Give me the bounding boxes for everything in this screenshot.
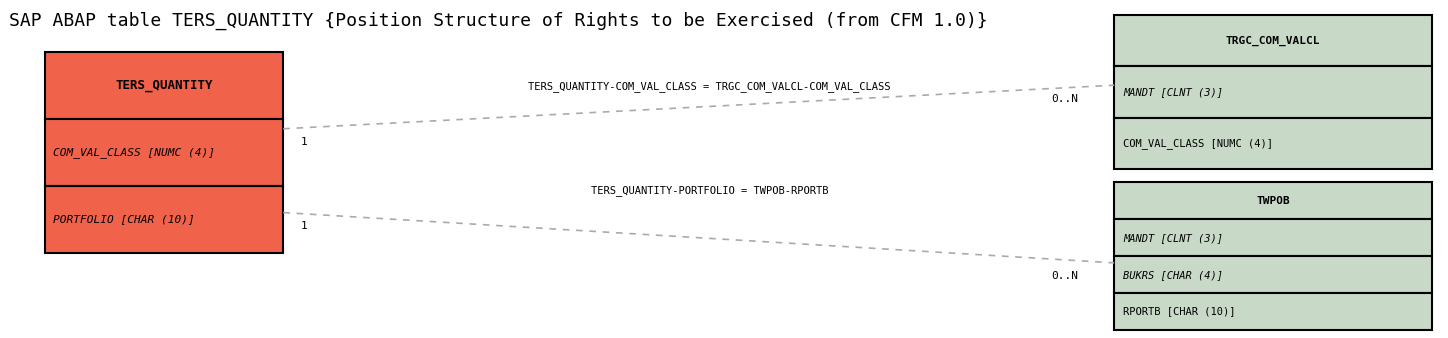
Text: 1: 1 — [301, 221, 307, 231]
Text: SAP ABAP table TERS_QUANTITY {Position Structure of Rights to be Exercised (from: SAP ABAP table TERS_QUANTITY {Position S… — [9, 11, 988, 30]
FancyBboxPatch shape — [1114, 293, 1432, 330]
Text: BUKRS [CHAR (4)]: BUKRS [CHAR (4)] — [1122, 270, 1224, 280]
Text: MANDT [CLNT (3)]: MANDT [CLNT (3)] — [1122, 87, 1224, 97]
FancyBboxPatch shape — [45, 52, 284, 119]
Text: MANDT [CLNT (3)]: MANDT [CLNT (3)] — [1122, 233, 1224, 243]
Text: TERS_QUANTITY-COM_VAL_CLASS = TRGC_COM_VALCL-COM_VAL_CLASS: TERS_QUANTITY-COM_VAL_CLASS = TRGC_COM_V… — [529, 81, 891, 92]
FancyBboxPatch shape — [1114, 183, 1432, 219]
FancyBboxPatch shape — [1114, 15, 1432, 66]
FancyBboxPatch shape — [45, 119, 284, 186]
Text: COM_VAL_CLASS [NUMC (4)]: COM_VAL_CLASS [NUMC (4)] — [1122, 138, 1273, 149]
Text: RPORTB [CHAR (10)]: RPORTB [CHAR (10)] — [1122, 307, 1235, 316]
Text: COM_VAL_CLASS [NUMC (4)]: COM_VAL_CLASS [NUMC (4)] — [54, 147, 216, 158]
FancyBboxPatch shape — [1114, 66, 1432, 118]
Text: TERS_QUANTITY: TERS_QUANTITY — [116, 79, 213, 92]
Text: TRGC_COM_VALCL: TRGC_COM_VALCL — [1226, 35, 1321, 46]
Text: 0..N: 0..N — [1051, 94, 1079, 104]
FancyBboxPatch shape — [1114, 219, 1432, 256]
Text: 0..N: 0..N — [1051, 271, 1079, 281]
Text: TERS_QUANTITY-PORTFOLIO = TWPOB-RPORTB: TERS_QUANTITY-PORTFOLIO = TWPOB-RPORTB — [591, 185, 828, 196]
FancyBboxPatch shape — [1114, 256, 1432, 293]
Text: PORTFOLIO [CHAR (10)]: PORTFOLIO [CHAR (10)] — [54, 214, 195, 224]
FancyBboxPatch shape — [1114, 118, 1432, 169]
Text: 1: 1 — [301, 137, 307, 147]
FancyBboxPatch shape — [45, 186, 284, 253]
Text: TWPOB: TWPOB — [1257, 196, 1290, 206]
